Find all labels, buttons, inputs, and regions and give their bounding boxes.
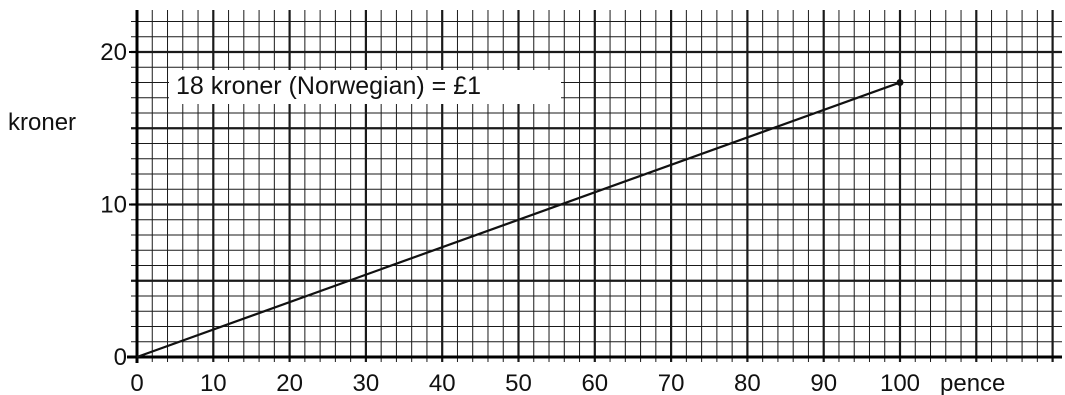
annotation-label: 18 kroner (Norwegian) = £1 (176, 72, 481, 100)
annotation-background (169, 70, 561, 104)
x-tick-label: 60 (581, 370, 608, 395)
y-tick-label: 0 (114, 344, 127, 371)
x-tick-label: 70 (658, 370, 685, 395)
x-tick-label: 90 (810, 370, 837, 395)
x-tick-label: 30 (353, 370, 380, 395)
x-tick-label: 50 (505, 370, 532, 395)
y-tick-label: 20 (100, 39, 127, 66)
tick-labels: 0 10 20 30 40 50 60 70 80 90 100 0 10 20 (100, 39, 920, 395)
x-tick-label: 40 (429, 370, 456, 395)
x-axis-label: pence (940, 370, 1005, 395)
x-tick-label: 10 (200, 370, 227, 395)
x-tick-label: 20 (276, 370, 303, 395)
series-layer (136, 79, 904, 359)
y-tick-label: 10 (100, 192, 127, 219)
grid-minor (131, 10, 1062, 362)
y-axis-label: kroner (8, 109, 76, 136)
axes (127, 10, 1062, 363)
x-tick-label: 80 (734, 370, 761, 395)
x-tick-label: 100 (880, 370, 920, 395)
annotation-group: 18 kroner (Norwegian) = £1 (169, 70, 561, 104)
x-tick-label: 0 (130, 370, 143, 395)
series-end-point (896, 79, 904, 86)
series-line (136, 81, 901, 359)
